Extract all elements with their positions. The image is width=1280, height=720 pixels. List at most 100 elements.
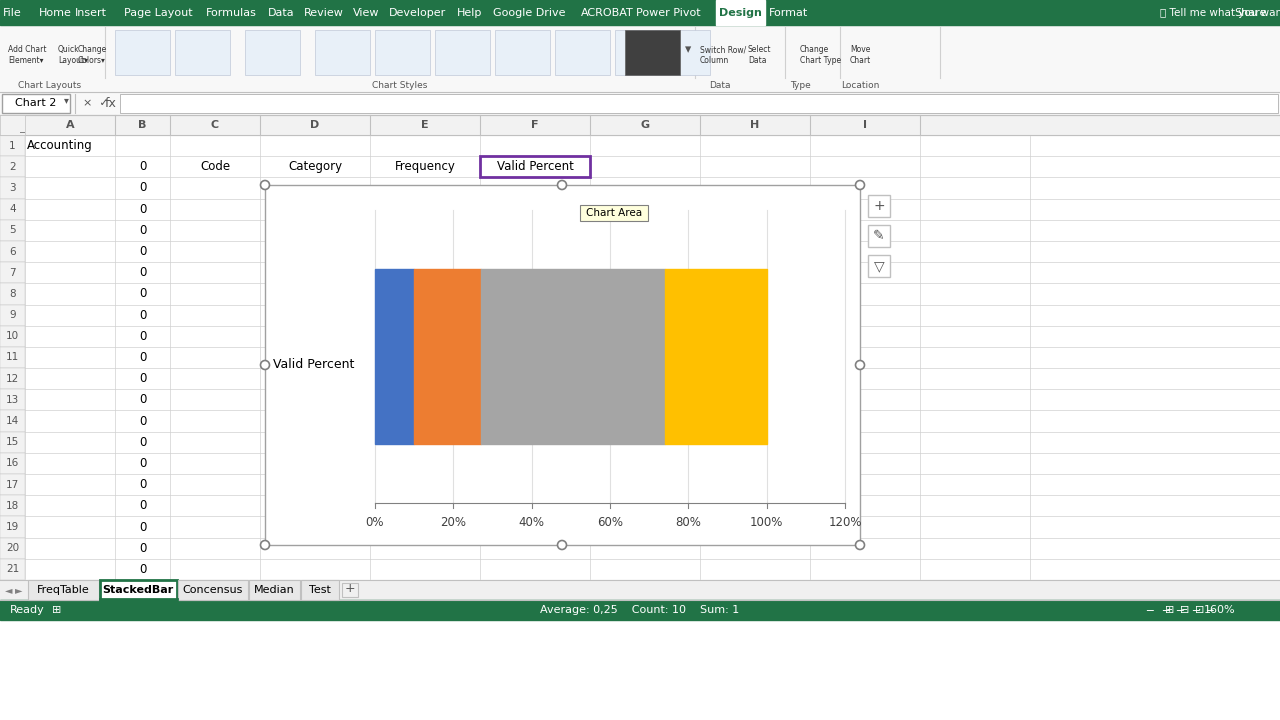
Bar [3,94,70,113]
Text: Add Chart
Element▾: Add Chart Element▾ [8,45,46,65]
Bar [868,195,890,217]
Bar [342,583,358,597]
Text: Help: Help [457,7,483,17]
Text: Valid Percent: Valid Percent [497,161,573,174]
Bar [0,580,1280,600]
Bar [580,205,649,221]
Bar [120,94,1277,113]
Text: 40%: 40% [518,516,545,528]
Text: ⊡: ⊡ [1196,605,1204,615]
Text: Format: Format [769,7,808,17]
Text: Valid Percent: Valid Percent [273,359,355,372]
Text: ⊞: ⊞ [52,605,61,615]
Bar [435,30,490,75]
Text: Frequency: Frequency [394,161,456,174]
Text: Test: Test [308,585,332,595]
Text: Change
Chart Type: Change Chart Type [800,45,841,65]
Bar [625,30,680,75]
Text: 1: 1 [9,140,15,150]
Text: 0: 0 [138,500,146,513]
Text: Chart Layouts: Chart Layouts [18,81,82,91]
Bar [315,30,370,75]
Bar [0,600,1280,620]
Text: fx: fx [105,97,116,110]
Bar [0,390,26,410]
Text: StackedBar: StackedBar [102,585,174,595]
Text: 0: 0 [138,372,146,385]
Bar [0,177,26,199]
Text: ▾: ▾ [685,43,691,56]
Text: 13: 13 [6,395,19,405]
Text: 18: 18 [6,501,19,510]
Text: 10: 10 [6,331,19,341]
Text: +: + [344,582,356,595]
Text: 0: 0 [138,224,146,237]
Text: 120%: 120% [828,516,861,528]
Text: Page Layout: Page Layout [124,7,192,17]
Text: ⊞: ⊞ [1165,605,1175,615]
Bar [0,262,26,284]
Bar [0,432,26,453]
Text: Switch Row/
Column: Switch Row/ Column [700,45,746,65]
Text: 6: 6 [9,246,15,256]
Text: Developer: Developer [389,7,445,17]
Text: ACROBAT: ACROBAT [581,7,634,17]
Bar [655,30,710,75]
Bar [178,580,248,600]
Text: 7: 7 [9,268,15,278]
Circle shape [558,181,567,189]
Bar [868,225,890,247]
Circle shape [855,361,864,369]
Bar [0,325,26,347]
Text: 0: 0 [138,457,146,470]
Text: Home: Home [38,7,72,17]
Bar [0,92,1280,115]
Text: Change
Colors▾: Change Colors▾ [78,45,108,65]
Circle shape [558,541,567,549]
Bar [0,410,26,432]
Bar [415,269,481,444]
Text: A: A [65,120,74,130]
Text: 0: 0 [138,181,146,194]
Text: E: E [421,120,429,130]
Bar [28,580,99,600]
Text: 0: 0 [138,436,146,449]
Text: F: F [531,120,539,130]
Bar [0,305,26,325]
Text: 🔍 Tell me what you want to do: 🔍 Tell me what you want to do [1160,7,1280,17]
Bar [375,269,415,444]
Text: 19: 19 [6,522,19,532]
Bar [481,269,664,444]
Bar [115,30,170,75]
Bar [175,30,230,75]
Bar [0,220,26,241]
Text: Average: 0,25    Count: 10    Sum: 1: Average: 0,25 Count: 10 Sum: 1 [540,605,740,615]
Bar [265,185,860,545]
Text: 15: 15 [6,437,19,447]
Text: Data: Data [268,7,294,17]
Bar [0,453,26,474]
Bar [495,30,550,75]
Bar [244,30,300,75]
Text: ─: ─ [1162,605,1169,615]
Bar [375,30,430,75]
Text: 8: 8 [9,289,15,299]
Bar [0,495,26,516]
Text: 80%: 80% [676,516,701,528]
Bar [0,368,26,390]
Text: Google Drive: Google Drive [493,7,566,17]
Text: 20%: 20% [440,516,466,528]
Text: ▽: ▽ [874,259,884,273]
Bar [480,156,590,177]
Text: B: B [138,120,147,130]
Bar [0,241,26,262]
Text: Accounting: Accounting [27,139,92,152]
Text: 160%: 160% [1204,605,1235,615]
Text: Concensus: Concensus [183,585,243,595]
Text: 0: 0 [138,161,146,174]
Bar [664,269,767,444]
Text: Median: Median [255,585,294,595]
Circle shape [261,361,270,369]
Circle shape [855,541,864,549]
Text: 0: 0 [138,309,146,322]
